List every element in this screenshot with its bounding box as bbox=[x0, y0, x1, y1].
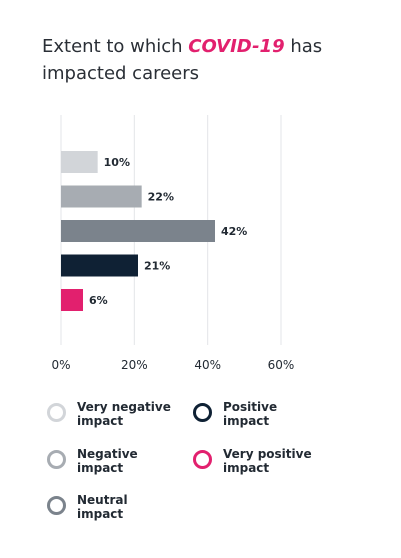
x-tick-label: 0% bbox=[51, 358, 70, 372]
bar bbox=[61, 185, 142, 208]
data-label: 22% bbox=[148, 191, 174, 204]
bar bbox=[61, 151, 98, 173]
data-label: 10% bbox=[104, 156, 130, 169]
bar bbox=[61, 254, 138, 277]
x-tick-label: 20% bbox=[121, 358, 148, 372]
bar bbox=[61, 220, 215, 242]
title-prefix: Extent to which bbox=[42, 36, 189, 57]
x-tick-label: 60% bbox=[268, 358, 295, 372]
bar bbox=[61, 289, 83, 311]
x-tick-label: 40% bbox=[194, 358, 221, 372]
chart-title: Extent to which COVID-19 has impacted ca… bbox=[42, 33, 382, 87]
data-label: 21% bbox=[144, 260, 170, 273]
title-highlight: COVID-19 bbox=[188, 36, 285, 57]
data-label: 6% bbox=[89, 294, 108, 307]
data-label: 42% bbox=[221, 225, 247, 238]
title-suffix: has impacted careers bbox=[42, 36, 323, 84]
